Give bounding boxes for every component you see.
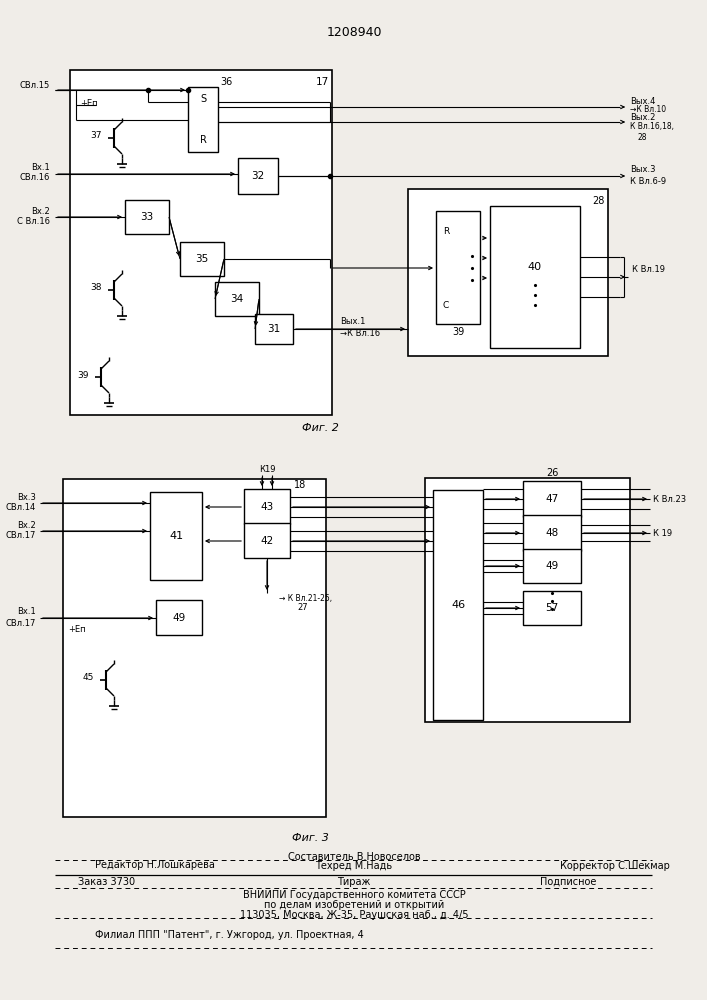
Text: 18: 18 [294, 480, 306, 490]
Text: Техред М.Надь: Техред М.Надь [315, 861, 392, 871]
Text: Корректор С.Шекмар: Корректор С.Шекмар [560, 861, 670, 871]
Text: 37: 37 [90, 131, 102, 140]
Text: К 19: К 19 [653, 528, 672, 538]
Text: Вх.1: Вх.1 [31, 162, 50, 172]
Text: 34: 34 [230, 294, 244, 304]
Text: → К Вл.21-25,: → К Вл.21-25, [279, 593, 332, 602]
Text: С Вл.16: С Вл.16 [17, 218, 50, 227]
Text: 113035, Москва, Ж-35, Раушская наб., д. 4/5: 113035, Москва, Ж-35, Раушская наб., д. … [240, 910, 468, 920]
Bar [490, 206, 580, 348]
Text: Вых.3: Вых.3 [630, 165, 655, 174]
Text: К Вл.16,18,: К Вл.16,18, [630, 122, 674, 131]
Bar [125, 200, 169, 234]
Text: СВл.17: СВл.17 [6, 618, 36, 628]
Bar [70, 70, 332, 415]
Bar [523, 549, 581, 583]
Bar [433, 490, 483, 720]
Bar [188, 87, 218, 152]
Text: К Вл.23: К Вл.23 [653, 494, 686, 504]
Bar [523, 481, 581, 517]
Text: Заказ 3730: Заказ 3730 [78, 877, 135, 887]
Bar [63, 479, 326, 817]
Text: 48: 48 [545, 528, 559, 538]
Bar [156, 600, 202, 635]
Bar [408, 189, 608, 356]
Text: Составитель В.Новоселов: Составитель В.Новоселов [288, 852, 421, 862]
Bar [255, 314, 293, 344]
Text: СВл.17: СВл.17 [6, 532, 36, 540]
Text: S: S [200, 94, 206, 104]
Text: Фиг. 3: Фиг. 3 [291, 833, 329, 843]
Text: 42: 42 [260, 536, 274, 546]
Bar [238, 158, 278, 194]
Bar [436, 211, 480, 324]
Text: Вых.4: Вых.4 [630, 97, 655, 105]
Text: R: R [199, 135, 206, 145]
Text: К19: К19 [259, 466, 275, 475]
Bar [215, 282, 259, 316]
Text: 49: 49 [173, 613, 186, 623]
Text: 26: 26 [546, 468, 559, 478]
Text: Вх.1: Вх.1 [17, 607, 36, 616]
Text: 39: 39 [452, 327, 464, 337]
Text: К Вл.19: К Вл.19 [632, 264, 665, 273]
Text: Вх.2: Вх.2 [31, 207, 50, 216]
Text: 28: 28 [638, 132, 648, 141]
Text: 49: 49 [545, 561, 559, 571]
Text: 33: 33 [141, 212, 153, 222]
Text: Подписное: Подписное [540, 877, 597, 887]
Text: 46: 46 [451, 600, 465, 610]
Text: 40: 40 [528, 262, 542, 272]
Text: →К Вл.10: →К Вл.10 [630, 105, 666, 114]
Text: Вх.2: Вх.2 [17, 520, 36, 530]
Text: 32: 32 [252, 171, 264, 181]
Bar [244, 523, 290, 558]
Text: Фиг. 2: Фиг. 2 [302, 423, 339, 433]
Text: C: C [443, 302, 449, 310]
Text: 31: 31 [267, 324, 281, 334]
Text: 36: 36 [220, 77, 233, 87]
Text: К Вл.6-9: К Вл.6-9 [630, 176, 666, 186]
Text: 57: 57 [545, 603, 559, 613]
Text: Тираж: Тираж [337, 877, 370, 887]
Text: 28: 28 [592, 196, 604, 206]
Text: 38: 38 [90, 284, 102, 292]
Text: 17: 17 [315, 77, 329, 87]
Bar [523, 591, 581, 625]
Bar [244, 489, 290, 524]
Text: 27: 27 [297, 603, 308, 612]
Text: по делам изобретений и открытий: по делам изобретений и открытий [264, 900, 444, 910]
Bar [523, 515, 581, 551]
Text: Филиал ППП "Патент", г. Ужгород, ул. Проектная, 4: Филиал ППП "Патент", г. Ужгород, ул. Про… [95, 930, 363, 940]
Text: 1208940: 1208940 [326, 25, 382, 38]
Text: 35: 35 [195, 254, 209, 264]
Bar [180, 242, 224, 276]
Text: 41: 41 [169, 531, 183, 541]
Text: +Eп: +Eп [80, 100, 98, 108]
Text: +Eп: +Eп [68, 626, 86, 635]
Text: СВл.14: СВл.14 [6, 504, 36, 512]
Text: СВл.16: СВл.16 [20, 174, 50, 182]
Text: 43: 43 [260, 502, 274, 512]
Bar [150, 492, 202, 580]
Text: →К Вл.16: →К Вл.16 [340, 328, 380, 338]
Text: Вх.3: Вх.3 [17, 492, 36, 502]
Text: 45: 45 [83, 674, 94, 682]
Text: Редактор Н.Лошкарева: Редактор Н.Лошкарева [95, 860, 215, 870]
Text: 39: 39 [78, 370, 89, 379]
Text: ВНИИПИ Государственного комитета СССР: ВНИИПИ Государственного комитета СССР [243, 890, 465, 900]
Text: R: R [443, 227, 449, 235]
Text: СВл.15: СВл.15 [20, 81, 50, 90]
Text: Вых.1: Вых.1 [340, 316, 366, 326]
Bar [425, 478, 630, 722]
Text: 47: 47 [545, 494, 559, 504]
Text: Вых.2: Вых.2 [630, 112, 655, 121]
